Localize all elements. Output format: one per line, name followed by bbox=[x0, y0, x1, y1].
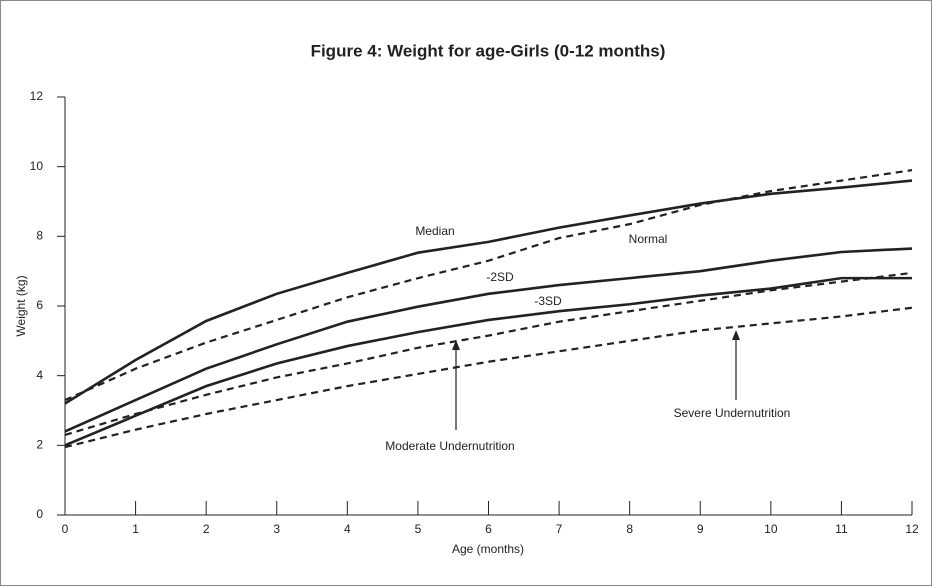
series-label: -2SD bbox=[486, 270, 514, 284]
y-tick-label: 10 bbox=[30, 159, 44, 173]
x-tick-label: 8 bbox=[626, 522, 633, 536]
x-tick-label: 4 bbox=[344, 522, 351, 536]
series-line bbox=[64, 247, 913, 433]
series-line bbox=[64, 179, 913, 405]
x-tick-label: 7 bbox=[556, 522, 563, 536]
series-line bbox=[64, 271, 913, 436]
annotation: Moderate Undernutrition bbox=[385, 439, 514, 453]
x-axis-label: Age (months) bbox=[452, 542, 524, 556]
x-tick-label: 11 bbox=[835, 522, 848, 536]
y-tick-label: 8 bbox=[36, 229, 43, 243]
x-tick-label: 3 bbox=[273, 522, 280, 536]
y-tick-label: 2 bbox=[36, 438, 43, 452]
x-tick-label: 5 bbox=[415, 522, 422, 536]
x-tick-label: 12 bbox=[905, 522, 919, 536]
x-tick-label: 9 bbox=[697, 522, 704, 536]
y-tick-label: 4 bbox=[36, 368, 43, 382]
x-tick-label: 2 bbox=[203, 522, 210, 536]
y-tick-label: 0 bbox=[36, 507, 43, 521]
arrow-head bbox=[452, 340, 460, 350]
arrow-head bbox=[732, 330, 740, 340]
x-tick-label: 10 bbox=[764, 522, 778, 536]
annotation: Severe Undernutrition bbox=[674, 406, 791, 420]
series-label: Median bbox=[415, 224, 454, 238]
y-tick-label: 6 bbox=[36, 298, 43, 312]
series-line bbox=[64, 169, 913, 402]
x-tick-label: 0 bbox=[62, 522, 69, 536]
annotation: Normal bbox=[629, 232, 668, 246]
series-line bbox=[64, 306, 913, 449]
chart-title: Figure 4: Weight for age-Girls (0-12 mon… bbox=[311, 41, 666, 60]
x-tick-label: 6 bbox=[485, 522, 492, 536]
y-axis-label: Weight (kg) bbox=[14, 275, 28, 336]
y-tick-label: 12 bbox=[30, 89, 44, 103]
series-label: -3SD bbox=[534, 294, 562, 308]
x-tick-label: 1 bbox=[132, 522, 139, 536]
series-line bbox=[64, 276, 912, 447]
